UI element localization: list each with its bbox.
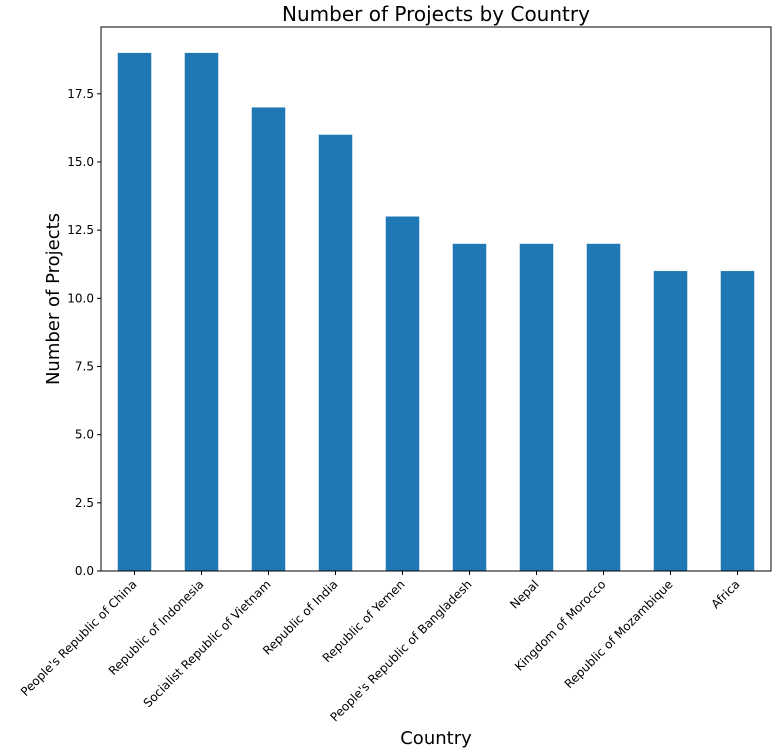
y-tick-label-0: 0.0 xyxy=(75,564,94,578)
bar-9 xyxy=(720,271,755,571)
y-tick-label-6: 15.0 xyxy=(67,155,94,169)
y-tick-label-2: 5.0 xyxy=(75,428,94,442)
bars-group xyxy=(117,52,755,571)
bar-5 xyxy=(452,243,487,571)
plot-frame xyxy=(100,26,772,572)
y-tick-label-3: 7.5 xyxy=(75,359,94,373)
y-tick-label-5: 12.5 xyxy=(67,223,94,237)
chart-title: Number of Projects by Country xyxy=(282,2,590,26)
bar-6 xyxy=(519,243,554,571)
bar-4 xyxy=(385,216,420,571)
x-tick-label-5: People's Republic of Bangladesh xyxy=(327,577,474,724)
bar-2 xyxy=(251,107,286,571)
x-axis-label: Country xyxy=(400,728,472,749)
x-tick-label-2: Socialist Republic of Vietnam xyxy=(141,577,274,710)
y-axis-label: Number of Projects xyxy=(43,213,64,385)
y-tick-label-4: 10.0 xyxy=(67,291,94,305)
x-tick-label-8: Republic of Mozambique xyxy=(562,577,676,691)
plot-area: 0.0 2.5 5.0 7.5 10.0 12.5 15.0 17.5 People's Re… xyxy=(18,26,772,724)
x-tick-label-9: Africa xyxy=(709,577,743,611)
y-tick-label-7: 17.5 xyxy=(67,87,94,101)
bar-0 xyxy=(117,52,152,571)
x-tick-label-6: Nepal xyxy=(507,577,541,611)
y-axis: 0.0 2.5 5.0 7.5 10.0 12.5 15.0 17.5 xyxy=(67,87,101,578)
x-tick-label-0: People's Republic of China xyxy=(18,577,140,699)
bar-8 xyxy=(653,271,688,571)
bar-7 xyxy=(586,243,621,571)
bar-3 xyxy=(318,134,353,571)
bar-1 xyxy=(184,52,219,571)
y-tick-label-1: 2.5 xyxy=(75,496,94,510)
